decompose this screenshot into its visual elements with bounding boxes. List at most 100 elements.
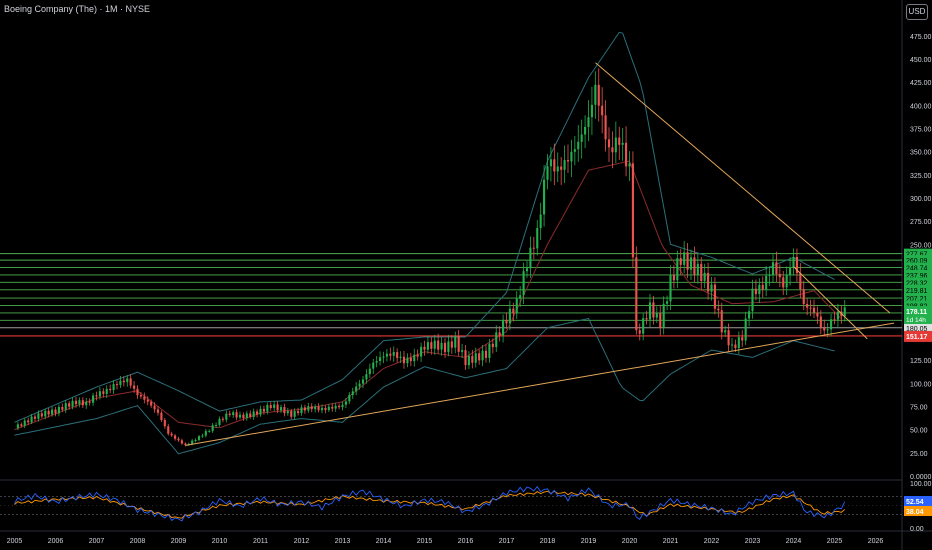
price-tick-label: 0.0000 <box>910 474 932 481</box>
candle-body <box>508 308 511 324</box>
candle-body <box>153 405 156 410</box>
candle-body <box>293 411 296 417</box>
candle-body <box>361 379 365 384</box>
candle-body <box>758 284 761 295</box>
candle-body <box>686 252 689 270</box>
time-tick-label: 2016 <box>458 538 474 545</box>
candle-body <box>317 406 320 411</box>
candle-body <box>242 414 245 419</box>
candle-body <box>700 263 703 281</box>
candle-body <box>471 355 474 363</box>
candle-body <box>771 262 775 275</box>
candle-body <box>98 391 101 397</box>
candle-body <box>553 159 556 172</box>
candle-body <box>454 336 457 348</box>
time-tick-label: 2015 <box>417 538 433 545</box>
level-label-box <box>904 248 932 259</box>
candle-body <box>385 353 388 357</box>
candle-body <box>341 404 344 408</box>
candle-body <box>717 308 720 311</box>
candle-body <box>266 405 269 412</box>
candle-body <box>580 134 583 142</box>
time-tick-label: 2025 <box>827 538 843 545</box>
candle-body <box>543 179 546 215</box>
candle-body <box>71 400 74 407</box>
time-axis[interactable]: 2005 2006 2007 2008 2009 2010 2011 2012 2013 2014… <box>7 538 884 545</box>
candle-body <box>334 405 337 409</box>
candle-body <box>614 137 617 153</box>
candle-body <box>327 406 330 411</box>
candle-body <box>806 304 809 308</box>
time-tick-label: 2023 <box>745 538 761 545</box>
candle-body <box>635 257 638 331</box>
candle-body <box>269 405 272 409</box>
candle-body <box>225 413 228 420</box>
candle-body <box>443 342 447 353</box>
candle-body <box>819 316 822 328</box>
candle-body <box>256 411 259 415</box>
candle-body <box>358 383 361 387</box>
candle-body <box>228 413 231 415</box>
candle-body <box>23 420 26 426</box>
candle-body <box>406 357 409 364</box>
candle-body <box>730 344 734 346</box>
candle-body <box>823 327 826 331</box>
candle-body <box>689 257 693 270</box>
time-tick-label: 2020 <box>622 538 638 545</box>
candle-body <box>789 267 792 276</box>
trendlines[interactable] <box>185 62 895 446</box>
candle-body <box>833 319 836 321</box>
candle-body <box>536 228 539 249</box>
price-tick-label: 400.00 <box>910 103 932 110</box>
currency-button[interactable]: USD <box>906 4 928 20</box>
candle-body <box>320 407 324 411</box>
rsi-line <box>14 485 846 522</box>
time-tick-label: 2013 <box>335 538 351 545</box>
candle-body <box>392 352 395 356</box>
candle-body <box>724 330 727 333</box>
candle-body <box>143 396 146 400</box>
candle-body <box>584 126 587 135</box>
time-tick-label: 2007 <box>89 538 105 545</box>
candle-body <box>180 440 183 444</box>
price-axis[interactable]: 475.00 450.00 425.00 400.00 375.00 350.00 325.… <box>904 34 932 481</box>
candle-body <box>532 247 535 249</box>
symbol-title: Boeing Company (The) · 1M · NYSE <box>4 4 151 14</box>
candle-body <box>194 439 197 441</box>
candle-body <box>57 407 60 414</box>
candle-body <box>249 413 252 417</box>
level-label-box <box>904 255 932 266</box>
candle-body <box>737 337 740 349</box>
candle-body <box>672 274 675 281</box>
candle-body <box>283 407 286 414</box>
candle-body <box>402 356 406 364</box>
candle-body <box>505 319 508 324</box>
price-tick-label: 100.00 <box>910 381 932 388</box>
level-label: 219.81 <box>906 288 928 295</box>
candle-body <box>351 391 354 395</box>
candle-body <box>696 263 699 276</box>
candles <box>16 68 846 447</box>
candle-body <box>529 247 532 269</box>
candle-body <box>437 340 440 350</box>
rsi-value-label: 52.54 <box>906 499 924 506</box>
bollinger-lower <box>14 317 835 455</box>
candle-body <box>47 410 50 415</box>
time-tick-label: 2012 <box>294 538 310 545</box>
price-tick-label: 350.00 <box>910 150 932 157</box>
candle-body <box>720 310 723 333</box>
candle-body <box>515 298 518 314</box>
candle-body <box>252 411 255 417</box>
candle-body <box>570 151 573 162</box>
candle-body <box>741 337 744 341</box>
candle-body <box>382 356 385 358</box>
time-tick-label: 2022 <box>704 538 720 545</box>
candle-body <box>167 426 170 434</box>
candle-body <box>590 104 593 118</box>
candle-body <box>146 399 149 402</box>
candle-body <box>573 149 576 152</box>
candle-body <box>669 274 672 302</box>
time-tick-label: 2017 <box>499 538 515 545</box>
